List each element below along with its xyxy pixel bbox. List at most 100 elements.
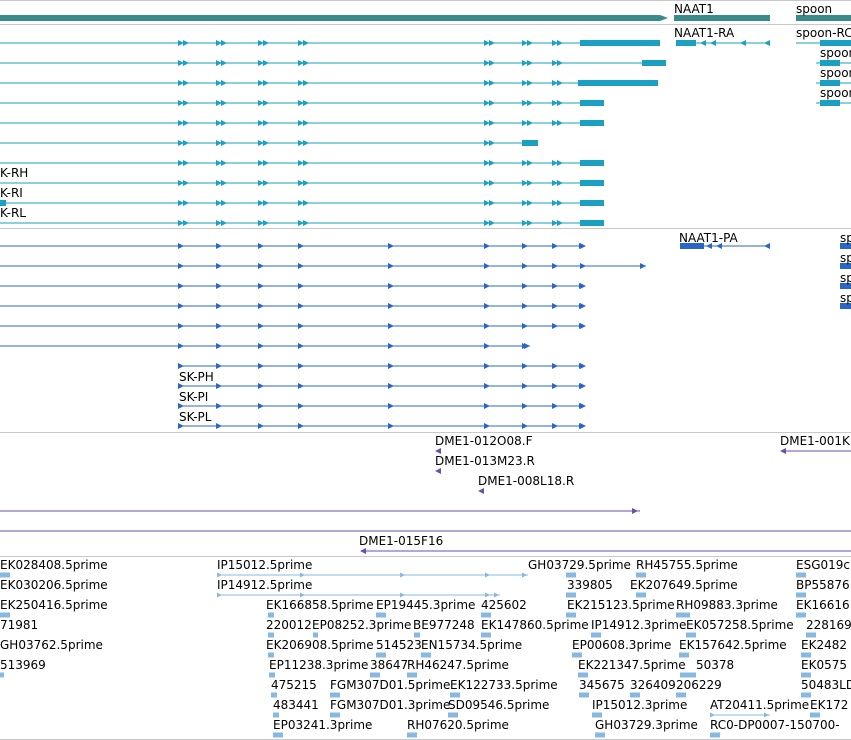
est-label[interactable]: EK207649.5prime [630,578,738,592]
clone-label-015f16[interactable]: DME1-015F16 [359,534,444,548]
est-label[interactable]: RH45755.5prime [636,558,738,572]
est-label[interactable]: FGM307D01.5prime [330,678,451,692]
est-label[interactable]: SD09546.5prime [448,698,550,712]
transcript-label-k-ri[interactable]: K-RI [0,186,23,200]
est-label[interactable]: 514523 [376,638,422,652]
strand-arrow-right [298,160,304,166]
est-label[interactable]: EK0575 [801,658,847,672]
protein-label-sk-pl[interactable]: SK-PL [179,410,212,424]
strand-arrow-right [557,60,563,66]
est-label[interactable]: 425602 [481,598,527,612]
est-label[interactable]: 326409 [630,678,676,692]
strand-arrow-right [298,120,304,126]
est-label[interactable]: IP15012.5prime [217,558,313,572]
strand-arrow-right [216,403,222,409]
est-label[interactable]: ESG019c. [796,558,851,572]
strand-arrow-right [178,383,184,389]
gene-label-spoon[interactable]: spoon [796,2,833,16]
est-label[interactable]: EP03241.3prime [273,718,373,732]
est-label[interactable]: BE977248 [413,618,475,632]
transcript-label-k-rh[interactable]: K-RH [0,166,29,180]
est-label[interactable]: 475215 [271,678,317,692]
est-label[interactable]: EK206908.5prime [266,638,374,652]
est-label[interactable]: 50483LD [801,678,851,692]
transcript-label-spoon-rc[interactable]: spoon-RC [796,26,851,40]
protein-label-sk-pi[interactable]: SK-PI [179,390,209,404]
est-label[interactable]: 339805 [567,578,613,592]
est-label[interactable]: RH09883.3prime [676,598,778,612]
strand-arrow-right [552,220,558,226]
strand-arrow-right [178,160,184,166]
est-label[interactable]: BP55876 [796,578,850,592]
est-label[interactable]: EK250416.5prime [0,598,108,612]
est-label[interactable]: EK028408.5prime [0,558,108,572]
est-label[interactable]: 71981 [0,618,39,632]
est-label[interactable]: GH03729.3prime [595,718,698,732]
protein-label-sp-4[interactable]: sp [840,291,851,305]
transcript-cds [580,200,604,206]
est-label[interactable]: AT20411.5prime [710,698,810,712]
est-label[interactable]: EN15734.5prime [421,638,523,652]
est-label[interactable]: 206229 [676,678,722,692]
clone-label-001k[interactable]: DME1-001K [780,434,850,448]
transcript-label-spoon-4[interactable]: spoon [820,86,851,100]
est-label[interactable]: 345675 [579,678,625,692]
est-label[interactable]: IP15012.3prime [592,698,688,712]
spoon-protein-exon [840,283,851,289]
est-label[interactable]: 38647 [370,658,409,672]
protein-label-sp-2[interactable]: sp [840,251,851,265]
transcript-label-k-rl[interactable]: K-RL [0,206,26,220]
est-label[interactable]: RH07620.5prime [407,718,509,732]
protein-label-sp-1[interactable]: sp [840,231,851,245]
est-label[interactable]: EK215123.5prime [567,598,675,612]
est-label[interactable]: EK166858.5prime [266,598,374,612]
transcript-label-spoon-3[interactable]: spoon [820,66,851,80]
strand-arrow-right [579,243,585,249]
est-exon [0,572,10,578]
transcript-label-naat1-ra[interactable]: NAAT1-RA [674,26,735,40]
est-exon [679,652,689,658]
clone-label-008l18[interactable]: DME1-008L18.R [478,474,575,488]
clone-label-012o08[interactable]: DME1-012O08.F [435,434,533,448]
est-label[interactable]: 50378 [696,658,735,672]
est-label[interactable]: 228169 [806,618,851,632]
strand-arrow-right [522,363,528,369]
protein-label-sk-ph[interactable]: SK-PH [179,370,214,384]
est-label[interactable]: EP11238.3prime [269,658,369,672]
est-exon [407,672,417,678]
est-label[interactable]: EP00608.3prime [572,638,672,652]
est-label[interactable]: EK057258.5prime [686,618,794,632]
est-label[interactable]: IP14912.5prime [217,578,313,592]
est-label[interactable]: RH46247.5prime [407,658,509,672]
est-exon [330,692,340,698]
transcript-label-spoon-2[interactable]: spoon [820,46,851,60]
est-exon [421,652,431,658]
strand-arrow-right [183,220,189,226]
est-label[interactable]: EK16616 [796,598,850,612]
est-label[interactable]: EK030206.5prime [0,578,108,592]
est-label[interactable]: 513969 [0,658,46,672]
est-label[interactable]: EK221347.5prime [578,658,686,672]
strand-arrow-right [632,508,638,514]
est-label[interactable]: EP19445.3prime [376,598,476,612]
est-label[interactable]: EK147860.5prime [481,618,589,632]
gene-label-naat1[interactable]: NAAT1 [674,2,714,16]
spoon-rc-exon [820,40,851,46]
protein-label-sp-3[interactable]: sp [840,271,851,285]
protein-label-naat1-pa[interactable]: NAAT1-PA [679,231,738,245]
est-label[interactable]: EK2482 [801,638,847,652]
est-label[interactable]: EK157642.5prime [679,638,787,652]
est-label[interactable]: RC0-DP0007-150700- [710,718,840,732]
est-label[interactable]: GH03762.5prime [0,638,103,652]
transcript-cds [580,180,604,186]
est-label[interactable]: IP14912.3prime [591,618,687,632]
est-label[interactable]: GH03729.5prime [528,558,631,572]
est-label[interactable]: EP08252.3prime [312,618,412,632]
clone-label-013m23[interactable]: DME1-013M23.R [435,454,535,468]
est-label[interactable]: EK172 [810,698,849,712]
est-label[interactable]: FGM307D01.3prime [330,698,451,712]
est-label[interactable]: EK122733.5prime [450,678,558,692]
est-label[interactable]: 483441 [273,698,319,712]
est-label[interactable]: 220012 [266,618,312,632]
strand-arrow-right [522,80,528,86]
